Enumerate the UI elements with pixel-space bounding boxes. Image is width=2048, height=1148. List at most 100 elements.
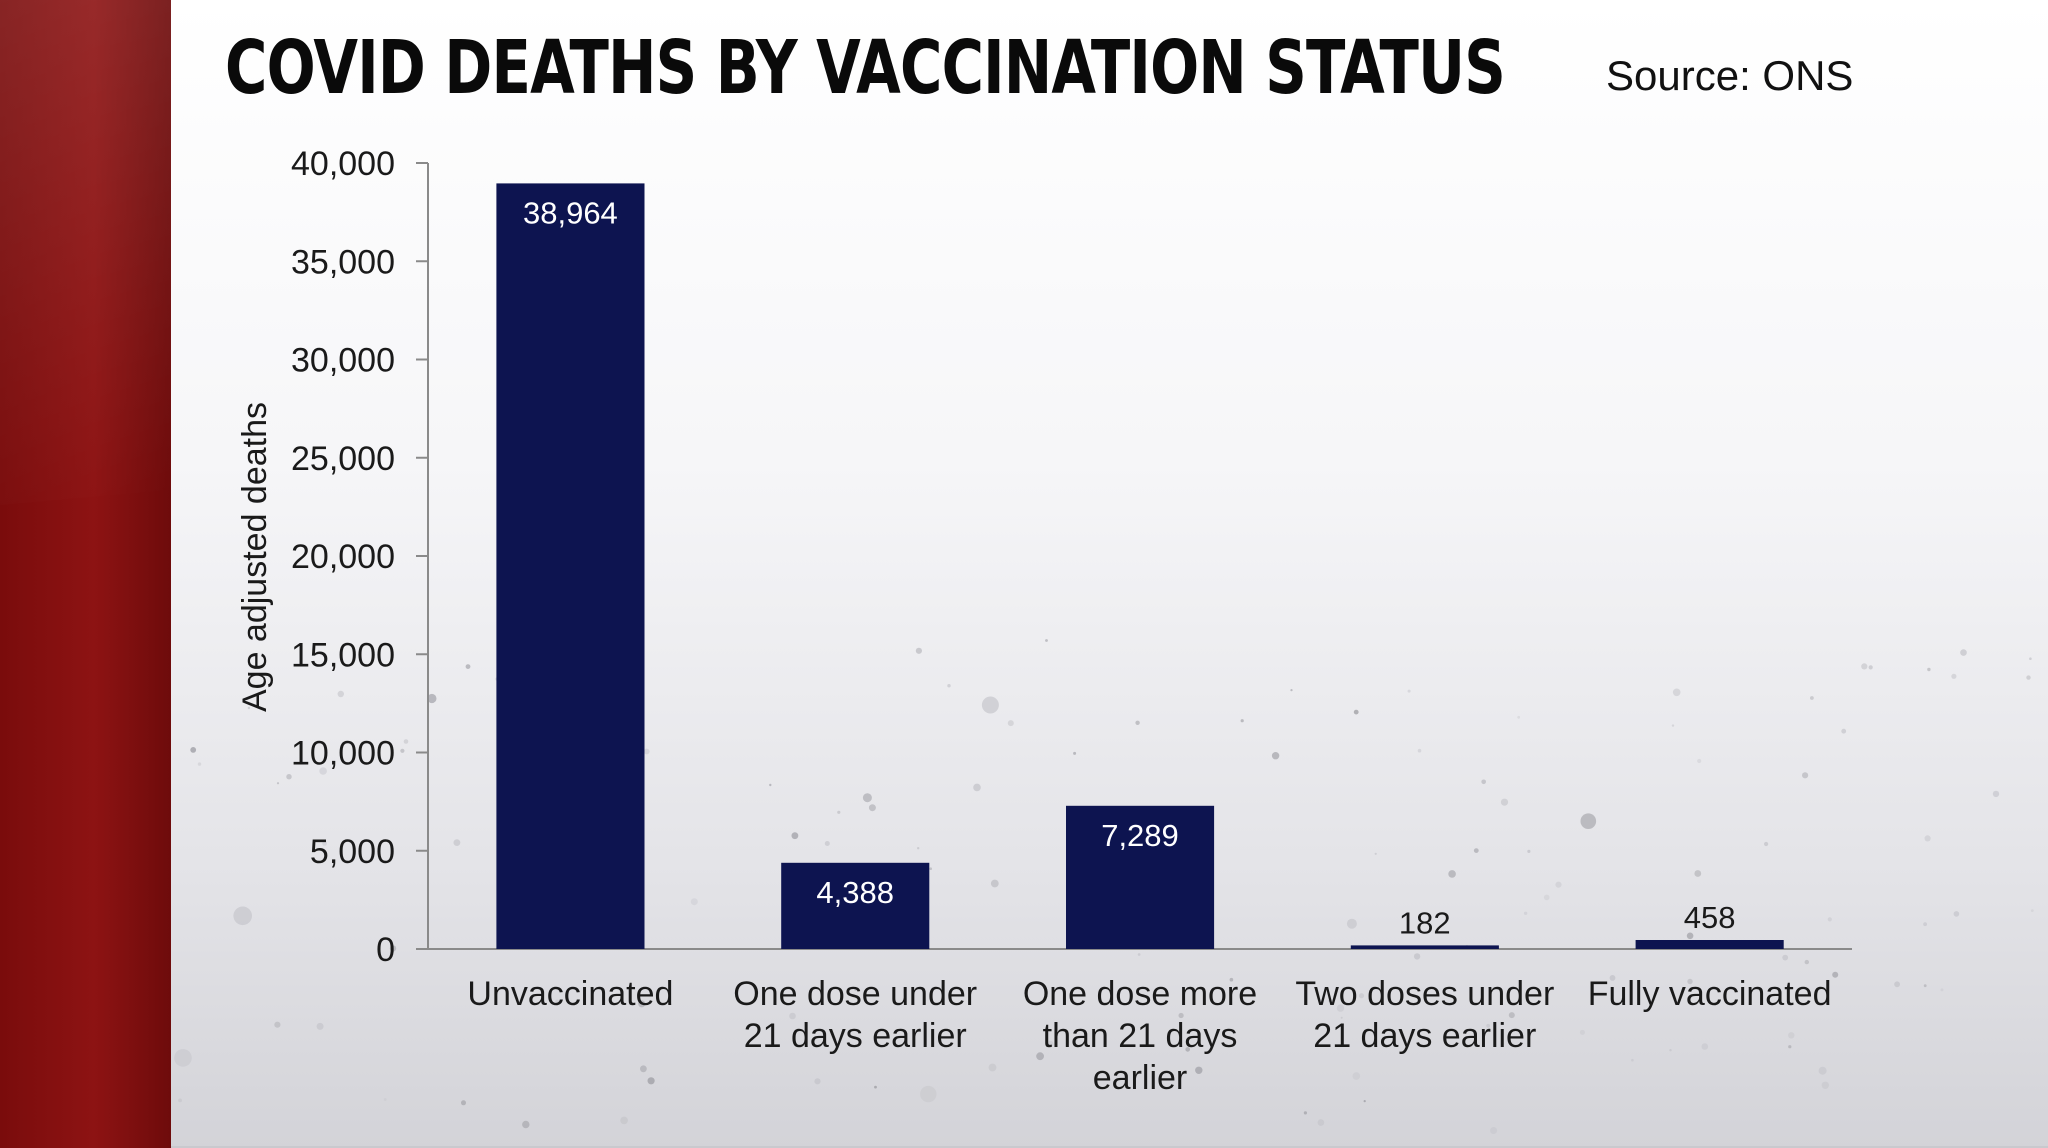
speckle — [1417, 748, 1422, 753]
speckle — [1609, 975, 1616, 981]
speckle — [1036, 1052, 1044, 1061]
bar-value-label: 4,388 — [816, 875, 894, 910]
speckle — [1951, 673, 1957, 679]
speckle — [1894, 981, 1900, 988]
speckle — [1240, 719, 1244, 723]
speckle — [1960, 649, 1967, 656]
speckle — [915, 647, 923, 654]
speckle — [1697, 758, 1702, 764]
y-tick-label: 10,000 — [291, 735, 395, 773]
bar — [1635, 940, 1784, 949]
bar — [1066, 805, 1215, 949]
speckle — [1340, 1016, 1343, 1019]
speckle — [400, 748, 405, 753]
speckle — [1992, 790, 2000, 798]
speckle — [1827, 917, 1832, 922]
speckle — [2026, 675, 2031, 680]
speckle — [1782, 954, 1789, 961]
speckle — [247, 706, 251, 710]
speckle — [322, 841, 327, 846]
bottom-edge — [171, 1146, 2048, 1148]
speckle — [1924, 835, 1931, 842]
speckle — [1517, 715, 1521, 719]
speckle — [1923, 984, 1927, 988]
bar-value-label: 182 — [1399, 905, 1451, 940]
speckle — [1701, 1043, 1709, 1050]
category-labels: Unvaccinated One dose under 21 days earlie… — [467, 975, 1831, 1097]
speckle — [990, 879, 999, 888]
speckle — [862, 793, 872, 803]
speckle — [981, 696, 999, 714]
category-label: earlier — [1093, 1059, 1187, 1097]
speckle — [1353, 709, 1359, 715]
speckle — [1303, 1111, 1307, 1115]
speckle — [465, 664, 471, 669]
category-label: Two doses under — [1295, 975, 1554, 1013]
speckle — [276, 782, 280, 785]
speckle — [274, 1021, 281, 1028]
speckle — [1195, 1066, 1203, 1075]
speckle — [874, 1085, 877, 1089]
speckle — [1669, 1049, 1672, 1052]
speckle — [690, 898, 698, 906]
speckle — [1631, 1058, 1634, 1062]
speckle — [1317, 1119, 1325, 1126]
speckle — [854, 988, 857, 991]
speckle — [1810, 696, 1814, 700]
speckle — [1579, 1029, 1585, 1035]
speckle — [638, 1000, 646, 1008]
speckle — [1490, 1127, 1498, 1134]
speckle — [178, 1098, 183, 1103]
speckle — [1527, 849, 1531, 854]
speckle — [1045, 639, 1048, 642]
speckle — [461, 1100, 466, 1106]
speckle — [1694, 870, 1702, 877]
speckle — [1940, 988, 1944, 992]
speckle — [1481, 779, 1486, 785]
speckle — [389, 945, 397, 952]
speckle — [1686, 932, 1694, 940]
speckle — [1802, 772, 1809, 779]
speckle — [1358, 993, 1365, 999]
source-label: Source: ONS — [1606, 52, 1854, 99]
speckle — [316, 1022, 324, 1030]
category-label: Unvaccinated — [467, 975, 673, 1013]
speckle — [868, 804, 876, 812]
y-tick-label: 35,000 — [291, 243, 395, 281]
speckle — [1818, 1066, 1827, 1075]
speckle — [337, 690, 344, 698]
speckle — [647, 1077, 655, 1085]
y-tick-label: 5,000 — [310, 833, 395, 871]
speckle — [1448, 870, 1456, 878]
speckle — [620, 1116, 628, 1125]
bar — [496, 183, 645, 949]
bar — [781, 862, 930, 949]
speckle — [1346, 918, 1357, 929]
chart-title: COVID DEATHS BY VACCINATION STATUS — [225, 25, 1506, 111]
speckle — [319, 767, 327, 775]
speckle — [1407, 689, 1411, 693]
speckle — [1788, 1032, 1795, 1039]
speckle — [1508, 1012, 1515, 1019]
bar-value-label: 458 — [1684, 900, 1736, 935]
speckle — [1672, 688, 1681, 697]
speckle — [233, 906, 252, 926]
y-axis-label: Age adjusted deaths — [236, 402, 274, 712]
speckle — [837, 810, 841, 814]
speckle — [1073, 751, 1077, 755]
speckle — [1135, 720, 1140, 725]
speckle — [789, 1012, 796, 1020]
speckle — [1923, 922, 1927, 927]
speckle — [1861, 663, 1868, 670]
red-side-band — [0, 0, 171, 1148]
speckle — [973, 783, 981, 792]
speckle — [814, 1078, 821, 1085]
speckle — [427, 693, 437, 704]
speckle — [1473, 848, 1479, 853]
speckle — [1290, 689, 1293, 692]
category-label: One dose under — [733, 975, 977, 1013]
speckle — [453, 839, 461, 846]
speckle — [1764, 841, 1769, 847]
